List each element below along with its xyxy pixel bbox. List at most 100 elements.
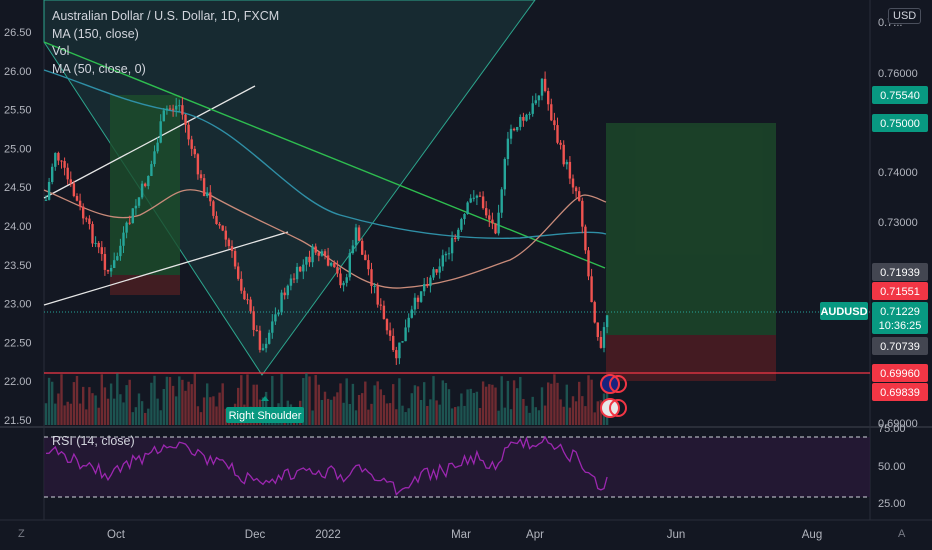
candle-body <box>488 215 491 220</box>
candle-body <box>54 152 57 167</box>
indicator-ma50[interactable]: MA (50, close, 0) <box>52 61 146 76</box>
volume-bar <box>336 392 339 425</box>
candle-body <box>342 282 345 286</box>
candle-body <box>395 350 398 359</box>
volume-bar <box>128 379 131 425</box>
volume-bar <box>388 403 392 425</box>
candle-body <box>286 285 289 296</box>
volume-bar <box>202 397 206 425</box>
event-flags[interactable] <box>600 374 627 418</box>
volume-bar <box>339 383 342 425</box>
candles <box>44 71 609 365</box>
volume-bar <box>252 384 255 425</box>
volume-bar <box>441 380 444 425</box>
left-axis-tick: 24.00 <box>4 221 32 233</box>
volume-bar <box>571 396 575 425</box>
candle-body <box>122 232 125 246</box>
candle-body <box>537 95 541 101</box>
candle-body <box>401 341 404 343</box>
candle-body <box>44 199 48 201</box>
volume-bar <box>584 406 587 425</box>
candle-body <box>367 260 370 270</box>
price-label: 0.75000 <box>880 118 920 130</box>
candle-body <box>602 327 606 348</box>
candle-body <box>261 348 265 350</box>
candle-body <box>199 174 203 179</box>
candle-body <box>559 142 562 145</box>
candle-body <box>407 317 410 328</box>
candle-body <box>147 175 150 187</box>
volume-bar <box>345 378 348 425</box>
left-axis-tick: 26.00 <box>4 66 32 78</box>
volume-bar <box>516 388 519 425</box>
candle-body <box>398 342 401 359</box>
volume-bar <box>168 377 172 425</box>
candle-body <box>605 315 609 328</box>
price-label: 0.70739 <box>880 341 920 353</box>
volume-bar <box>426 405 429 425</box>
right-shoulder-label: Right Shoulder <box>229 410 302 422</box>
candle-body <box>460 219 463 230</box>
volume-bar <box>466 389 469 425</box>
symbol-name: AUDUSD <box>820 306 867 318</box>
volume-bar <box>66 401 69 425</box>
volume-bar <box>330 399 333 425</box>
volume-bar <box>333 396 336 425</box>
volume-bar <box>587 375 590 425</box>
rsi-line <box>45 435 608 496</box>
time-axis-label: Jun <box>667 529 686 541</box>
candle-body <box>472 197 475 199</box>
position-loss-box <box>606 335 776 381</box>
candle-body <box>69 179 72 184</box>
candle-body <box>317 252 320 256</box>
candle-body <box>568 161 572 179</box>
price-label: 0.71939 <box>880 267 920 279</box>
candle-body <box>553 120 556 126</box>
candle-body <box>454 237 457 240</box>
candle-body <box>295 266 299 280</box>
candle-body <box>131 208 134 224</box>
auto-scale-button[interactable]: A <box>898 528 906 540</box>
indicator-ma150[interactable]: MA (150, close) <box>52 26 139 41</box>
candle-body <box>354 227 358 246</box>
rsi-legend[interactable]: RSI (14, close) <box>52 434 135 448</box>
candle-body <box>525 114 528 121</box>
candle-body <box>119 245 122 257</box>
candle-body <box>410 309 413 318</box>
rsi-axis-tick: 75.00 <box>878 423 906 435</box>
candle-body <box>292 278 296 280</box>
candle-body <box>516 126 519 131</box>
left-axis-tick: 25.50 <box>4 105 32 117</box>
volume-bar <box>512 380 516 425</box>
candle-body <box>277 312 280 315</box>
volume-bar <box>302 378 305 425</box>
candle-body <box>299 266 302 272</box>
candle-body <box>184 114 187 125</box>
chart-title[interactable]: Australian Dollar / U.S. Dollar, 1D, FXC… <box>52 9 280 23</box>
currency-badge[interactable]: USD <box>888 8 922 24</box>
volume-bar <box>376 381 379 425</box>
volume-bar <box>178 376 181 425</box>
volume-bar <box>75 375 79 425</box>
volume-bar <box>395 409 398 425</box>
volume-bar <box>116 373 119 425</box>
candle-body <box>66 167 69 180</box>
volume-bar <box>85 409 88 425</box>
volume-bar <box>240 375 243 425</box>
price-label: 0.69839 <box>880 387 920 399</box>
candle-body <box>574 187 578 192</box>
candle-body <box>543 78 547 92</box>
timezone-corner[interactable]: Z <box>18 528 25 540</box>
volume-bar <box>187 381 190 425</box>
candle-body <box>314 246 317 253</box>
candle-body <box>113 260 116 268</box>
indicator-vol[interactable]: Vol <box>52 44 70 58</box>
volume-bar <box>450 408 454 425</box>
volume-bar <box>88 387 91 425</box>
volume-bar <box>478 408 482 425</box>
candle-body <box>463 214 466 220</box>
candle-body <box>429 277 432 287</box>
countdown: 10:36:25 <box>879 320 922 332</box>
candle-body <box>450 237 454 254</box>
